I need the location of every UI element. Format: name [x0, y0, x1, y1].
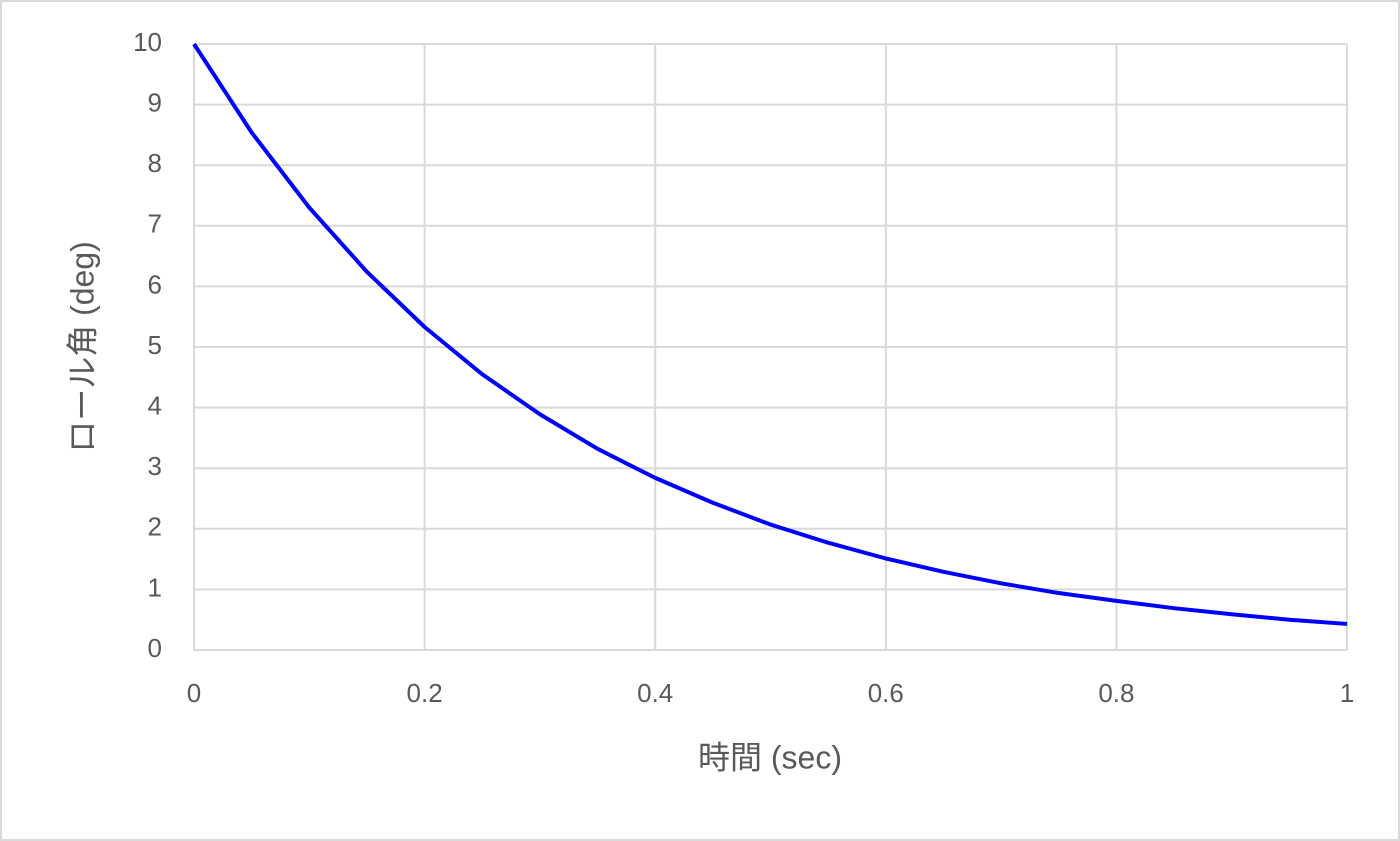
y-tick-label: 0: [148, 633, 162, 663]
x-axis-title: 時間 (sec): [698, 739, 842, 775]
x-tick-label: 0.6: [868, 678, 904, 708]
y-axis-title: ロール角 (deg): [64, 241, 100, 453]
x-tick-label: 0.4: [637, 678, 673, 708]
x-tick-label: 0.2: [407, 678, 443, 708]
x-tick-label: 0.8: [1098, 678, 1134, 708]
y-tick-label: 9: [148, 87, 162, 117]
y-tick-label: 7: [148, 209, 162, 239]
y-tick-label: 6: [148, 269, 162, 299]
y-tick-label: 10: [133, 27, 162, 57]
x-tick-label: 1: [1340, 678, 1354, 708]
y-tick-label: 3: [148, 451, 162, 481]
y-tick-label: 4: [148, 390, 162, 420]
data-line: [192, 42, 1348, 626]
y-tick-label: 8: [148, 148, 162, 178]
y-tick-label: 2: [148, 512, 162, 542]
x-tick-label: 0: [187, 678, 201, 708]
y-tick-label: 1: [148, 572, 162, 602]
y-tick-label: 5: [148, 330, 162, 360]
